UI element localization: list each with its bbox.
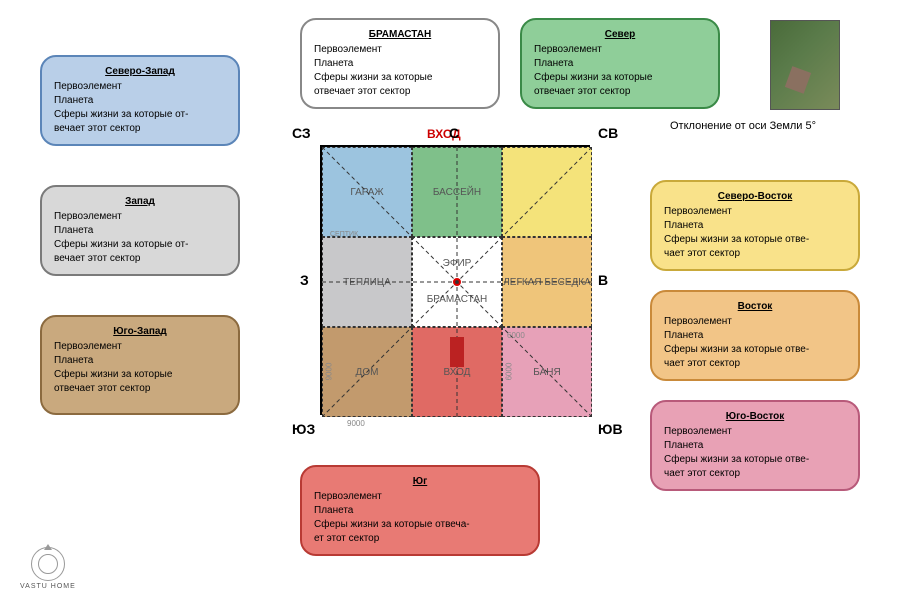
card-line: Сферы жизни за которые от-	[54, 238, 226, 251]
septik-label: СЕПТИК	[330, 231, 358, 238]
center-dot	[453, 278, 461, 286]
grid-cell: ТЕПЛИЦА	[322, 237, 412, 327]
entry-arrow-icon	[450, 337, 464, 367]
card-line: чает этот сектор	[664, 467, 846, 480]
dir-label-nw: СЗ	[292, 125, 311, 141]
dir-label-e: В	[598, 272, 608, 288]
grid-cell	[502, 147, 592, 237]
card-line: Первоэлемент	[54, 340, 226, 353]
card-line: Первоэлемент	[314, 490, 526, 503]
card-title: Юго-Запад	[54, 325, 226, 338]
card-line: Первоэлемент	[534, 43, 706, 56]
card-line: вечает этот сектор	[54, 122, 226, 135]
card-line: вечает этот сектор	[54, 252, 226, 265]
card-brama: БРАМАСТАН ПервоэлементПланетаСферы жизни …	[300, 18, 500, 109]
card-line: Сферы жизни за которые отве-	[664, 453, 846, 466]
dir-label-n: С	[449, 125, 459, 141]
cell-label: ДОМ	[356, 367, 379, 378]
dir-label-se: ЮВ	[598, 421, 623, 437]
card-n: Север ПервоэлементПланетаСферы жизни за к…	[520, 18, 720, 109]
grid-cell: ДОМ	[322, 327, 412, 417]
grid-cell: ЛЕГКАЯ БЕСЕДКА	[502, 237, 592, 327]
dimension-label: 9000	[324, 363, 333, 381]
map-thumbnail	[770, 20, 840, 110]
card-line: Первоэлемент	[664, 425, 846, 438]
grid-cell: БАССЕЙН	[412, 147, 502, 237]
card-line: Сферы жизни за которые	[314, 71, 486, 84]
card-line: Сферы жизни за которые отве-	[664, 343, 846, 356]
card-title: Север	[534, 28, 706, 41]
card-line: Планета	[664, 439, 846, 452]
card-line: Первоэлемент	[314, 43, 486, 56]
cell-label: ЛЕГКАЯ БЕСЕДКА	[503, 277, 591, 288]
cell-label: ЭФИР	[427, 257, 488, 271]
card-line: Сферы жизни за которые	[54, 368, 226, 381]
card-line: Первоэлемент	[54, 210, 226, 223]
card-title: Северо-Запад	[54, 65, 226, 78]
card-ne: Северо-Восток ПервоэлементПланетаСферы жи…	[650, 180, 860, 271]
card-nw: Северо-Запад ПервоэлементПланетаСферы жиз…	[40, 55, 240, 146]
card-e: Восток ПервоэлементПланетаСферы жизни за …	[650, 290, 860, 381]
card-s: Юг ПервоэлементПланетаСферы жизни за кото…	[300, 465, 540, 556]
card-line: Планета	[534, 57, 706, 70]
card-line: Планета	[314, 504, 526, 517]
logo-text: VASTU HOME	[20, 583, 76, 590]
vastu-grid: ГАРАЖ БАССЕЙН ТЕПЛИЦА ЭФИР БРАМАСТАН ЛЕГКАЯ Б…	[320, 145, 590, 415]
card-title: Юг	[314, 475, 526, 488]
card-line: Планета	[664, 329, 846, 342]
dir-label-ne: СВ	[598, 125, 618, 141]
logo-icon	[31, 547, 65, 581]
map-caption: Отклонение от оси Земли 5°	[670, 120, 816, 132]
card-se: Юго-Восток ПервоэлементПланетаСферы жизни…	[650, 400, 860, 491]
card-line: чает этот сектор	[664, 357, 846, 370]
cell-label: ТЕПЛИЦА	[343, 277, 391, 288]
card-line: Сферы жизни за которые	[534, 71, 706, 84]
grid-cell: БАНЯ	[502, 327, 592, 417]
card-line: Первоэлемент	[54, 80, 226, 93]
card-title: Запад	[54, 195, 226, 208]
card-w: Запад ПервоэлементПланетаСферы жизни за к…	[40, 185, 240, 276]
card-line: Планета	[54, 354, 226, 367]
card-line: Сферы жизни за которые от-	[54, 108, 226, 121]
card-line: ет этот сектор	[314, 532, 526, 545]
dir-label-sw: ЮЗ	[292, 421, 315, 437]
logo: VASTU HOME	[20, 547, 76, 590]
card-line: Планета	[314, 57, 486, 70]
card-line: отвечает этот сектор	[534, 85, 706, 98]
dir-label-w: З	[300, 272, 309, 288]
cell-label: БРАМАСТАН	[427, 293, 488, 307]
card-sw: Юго-Запад ПервоэлементПланетаСферы жизни …	[40, 315, 240, 415]
grid-cell: ГАРАЖ	[322, 147, 412, 237]
cell-label: ВХОД	[444, 367, 471, 378]
card-title: Восток	[664, 300, 846, 313]
cell-label: БАНЯ	[533, 367, 560, 378]
card-line: Первоэлемент	[664, 315, 846, 328]
card-title: Северо-Восток	[664, 190, 846, 203]
card-title: Юго-Восток	[664, 410, 846, 423]
card-title: БРАМАСТАН	[314, 28, 486, 41]
card-line: Сферы жизни за которые отве-	[664, 233, 846, 246]
card-line: отвечает этот сектор	[54, 382, 226, 395]
card-line: Первоэлемент	[664, 205, 846, 218]
cell-label: ГАРАЖ	[350, 187, 383, 198]
card-line: Планета	[664, 219, 846, 232]
card-line: Планета	[54, 224, 226, 237]
dimension-label: 6000	[504, 363, 513, 381]
card-line: отвечает этот сектор	[314, 85, 486, 98]
dimension-label: 6000	[507, 331, 525, 340]
dimension-label: 9000	[347, 419, 365, 428]
card-line: чает этот сектор	[664, 247, 846, 260]
card-line: Сферы жизни за которые отвеча-	[314, 518, 526, 531]
card-line: Планета	[54, 94, 226, 107]
cell-label: БАССЕЙН	[433, 187, 481, 198]
